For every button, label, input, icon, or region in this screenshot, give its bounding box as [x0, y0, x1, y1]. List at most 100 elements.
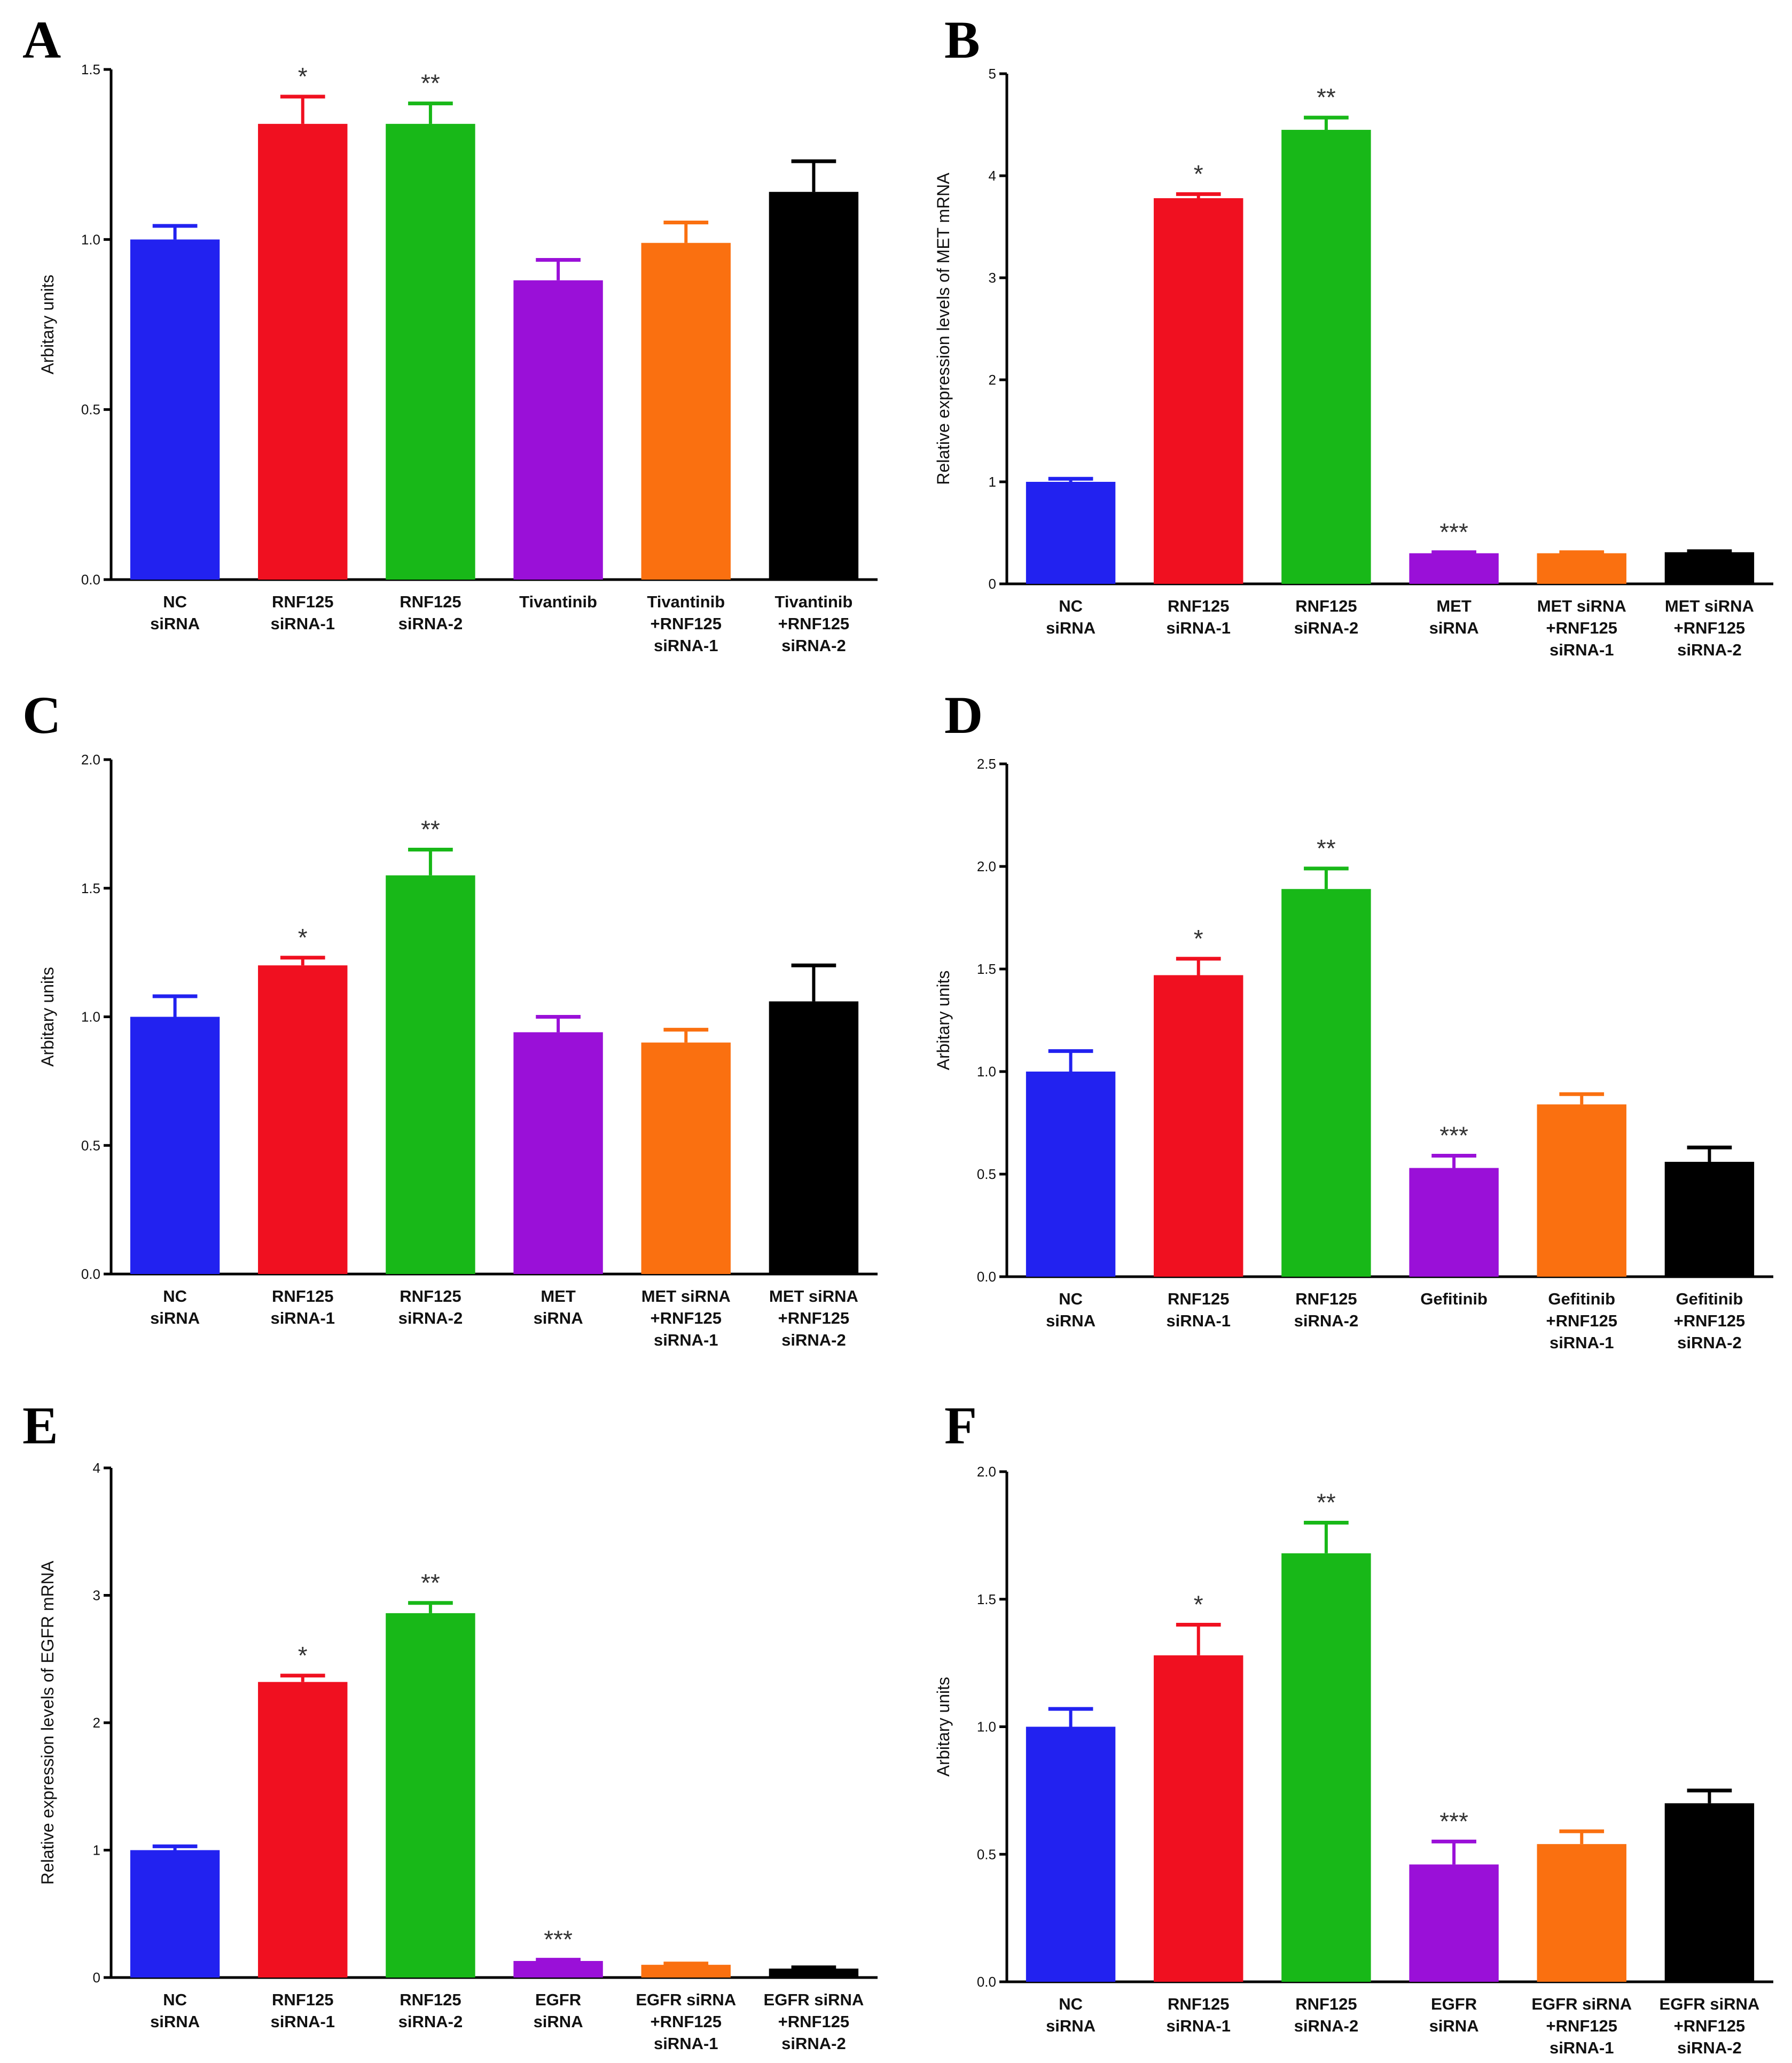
- x-category-label: Tivantinib: [647, 592, 725, 611]
- bar: [1281, 1553, 1371, 1982]
- bar: [258, 965, 348, 1274]
- significance-triple-star: ***: [1439, 518, 1468, 546]
- x-category-label: MET siRNA: [1665, 597, 1754, 615]
- y-tick-label: 1: [989, 474, 996, 490]
- x-category-label: siRNA-2: [398, 614, 463, 633]
- y-tick-label: 2.5: [977, 756, 996, 772]
- x-category-label: NC: [163, 1287, 187, 1306]
- x-category-label: MET siRNA: [641, 1287, 731, 1306]
- x-category-label: siRNA: [1429, 2017, 1479, 2035]
- x-category-label: siRNA-1: [1550, 1333, 1614, 1352]
- bar: [1409, 1864, 1499, 1982]
- y-tick-label: 0.0: [81, 572, 100, 588]
- y-tick-label: 2.0: [81, 752, 100, 768]
- y-tick-label: 1.0: [81, 1009, 100, 1025]
- x-category-label: siRNA-2: [1677, 1333, 1742, 1352]
- x-category-label: siRNA-1: [270, 2012, 335, 2031]
- y-tick-label: 0.0: [977, 1269, 996, 1285]
- bar: [641, 243, 731, 580]
- y-tick-label: 0.5: [977, 1846, 996, 1862]
- x-category-label: NC: [1059, 1290, 1083, 1308]
- significance-double-star: **: [421, 816, 440, 843]
- panel-c: C 0.0 0.5 1.0 1.5 2.0 Arbitary units NC siRNA * RN…: [22, 685, 878, 1349]
- x-category-label: RNF125: [272, 1287, 333, 1306]
- y-tick-label: 1.0: [977, 1719, 996, 1735]
- x-category-label: MET siRNA: [769, 1287, 858, 1306]
- x-category-label: RNF125: [272, 592, 333, 611]
- x-category-label: RNF125: [1295, 1995, 1357, 2013]
- y-tick-label: 0.0: [81, 1266, 100, 1282]
- bar: [769, 192, 859, 580]
- x-category-label: siRNA-2: [1294, 1311, 1359, 1330]
- bar: [641, 1965, 731, 1978]
- x-category-label: MET siRNA: [1537, 597, 1626, 615]
- x-category-label: siRNA-2: [1294, 2017, 1359, 2035]
- y-axis-label: Arbitary units: [38, 967, 57, 1067]
- x-category-label: EGFR: [1431, 1995, 1477, 2013]
- panel-e: E 0 1 2 3 4 Relative expression levels of EGFR…: [22, 1396, 878, 2053]
- y-axis-label: Relative expression levels of MET mRNA: [934, 173, 953, 485]
- x-category-label: EGFR siRNA: [636, 1990, 736, 2009]
- bar: [1409, 1168, 1499, 1277]
- bar: [1664, 1803, 1755, 1982]
- bar: [258, 1682, 348, 1978]
- x-category-label: Gefitinib: [1420, 1290, 1488, 1308]
- y-tick-label: 1.5: [977, 961, 996, 977]
- x-category-label: siRNA: [1429, 619, 1479, 637]
- y-axis-label: Arbitary units: [38, 275, 57, 374]
- y-axis-label: Arbitary units: [934, 1677, 953, 1777]
- x-category-label: RNF125: [1168, 597, 1229, 615]
- y-tick-label: 1.0: [977, 1064, 996, 1080]
- y-tick-label: 2.0: [977, 1464, 996, 1480]
- y-tick-label: 1.5: [81, 61, 100, 77]
- x-category-label: siRNA-1: [1166, 2017, 1231, 2035]
- x-category-label: +RNF125: [778, 1309, 850, 1327]
- significance-double-star: **: [1317, 1489, 1336, 1517]
- y-tick-label: 5: [989, 66, 996, 82]
- x-category-label: EGFR siRNA: [1660, 1995, 1760, 2013]
- x-category-label: +RNF125: [1674, 1311, 1746, 1330]
- y-tick-label: 1.5: [977, 1591, 996, 1607]
- bar: [1154, 1655, 1243, 1982]
- x-category-label: siRNA-1: [270, 1309, 335, 1327]
- x-category-label: siRNA-1: [1550, 640, 1614, 659]
- bar: [641, 1042, 731, 1274]
- y-tick-label: 4: [989, 168, 996, 184]
- significance-double-star: **: [1317, 83, 1336, 111]
- x-category-label: Gefitinib: [1548, 1290, 1615, 1308]
- x-category-label: siRNA-2: [781, 1331, 846, 1349]
- panel-letter: A: [22, 10, 61, 69]
- significance-single-star: *: [298, 62, 308, 90]
- x-category-label: +RNF125: [1546, 619, 1617, 637]
- bar: [1281, 889, 1371, 1277]
- significance-single-star: *: [298, 1642, 308, 1669]
- panel-a: A 0.0 0.5 1.0 1.5 Arbitary units NC siRNA * RNF12…: [22, 10, 878, 655]
- bar: [386, 875, 475, 1274]
- x-category-label: +RNF125: [1674, 2017, 1746, 2035]
- x-category-label: MET: [541, 1287, 576, 1306]
- bar: [1664, 1161, 1755, 1277]
- x-category-label: RNF125: [400, 1287, 461, 1306]
- x-category-label: +RNF125: [650, 614, 722, 633]
- x-category-label: siRNA: [1046, 619, 1095, 637]
- significance-double-star: **: [421, 1569, 440, 1597]
- panel-letter: B: [944, 10, 980, 69]
- panel-letter: F: [944, 1396, 977, 1455]
- x-category-label: siRNA-1: [1166, 1311, 1231, 1330]
- bar: [513, 1960, 603, 1978]
- significance-single-star: *: [1194, 1591, 1203, 1619]
- x-category-label: Tivantinib: [775, 592, 853, 611]
- y-tick-label: 3: [93, 1588, 100, 1604]
- x-category-label: RNF125: [400, 1990, 461, 2009]
- x-category-label: +RNF125: [1546, 1311, 1617, 1330]
- bar: [1281, 130, 1371, 584]
- y-tick-label: 0: [93, 1970, 100, 1986]
- x-category-label: siRNA-2: [781, 636, 846, 655]
- significance-double-star: **: [1317, 834, 1336, 862]
- y-tick-label: 0.5: [977, 1166, 996, 1182]
- bar: [1154, 975, 1243, 1277]
- y-tick-label: 4: [93, 1460, 100, 1476]
- bar: [130, 1017, 220, 1274]
- x-category-label: RNF125: [1168, 1290, 1229, 1308]
- x-category-label: EGFR: [535, 1990, 581, 2009]
